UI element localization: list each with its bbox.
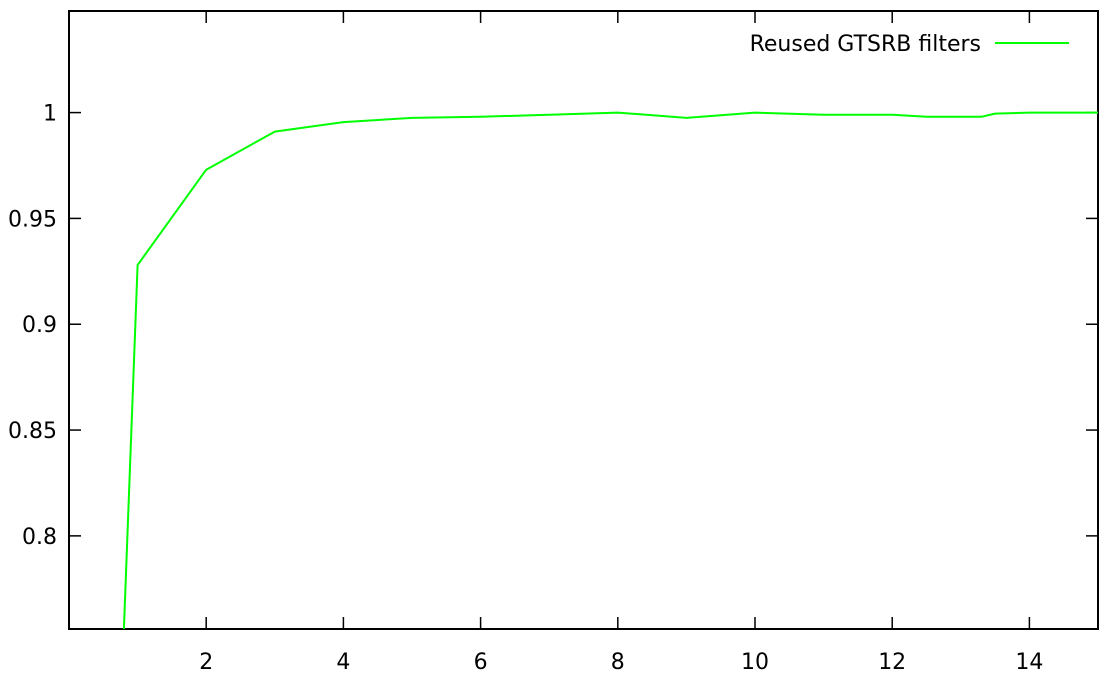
x-tick-label: 6 [474, 650, 488, 675]
x-tick-label: 10 [741, 650, 769, 675]
series-layer [122, 111, 1098, 630]
x-tick-label: 12 [878, 650, 906, 675]
y-axis-ticks: 0.8 0.85 0.9 0.95 1 [8, 102, 1098, 550]
x-tick-label: 2 [199, 650, 213, 675]
legend: Reused GTSRB filters [750, 32, 1069, 57]
x-axis-ticks: 2 4 6 8 10 12 14 [199, 11, 1043, 675]
x-tick-label: 8 [611, 650, 625, 675]
y-tick-label: 0.95 [8, 207, 57, 232]
y-tick-label: 1 [43, 102, 57, 127]
y-tick-label: 0.8 [22, 525, 57, 550]
series-line-0 [122, 111, 1098, 630]
y-tick-label: 0.9 [22, 313, 57, 338]
x-tick-label: 14 [1015, 650, 1043, 675]
x-tick-label: 4 [336, 650, 350, 675]
y-tick-label: 0.85 [8, 419, 57, 444]
legend-label: Reused GTSRB filters [750, 32, 981, 57]
plot-frame [68, 10, 1099, 630]
